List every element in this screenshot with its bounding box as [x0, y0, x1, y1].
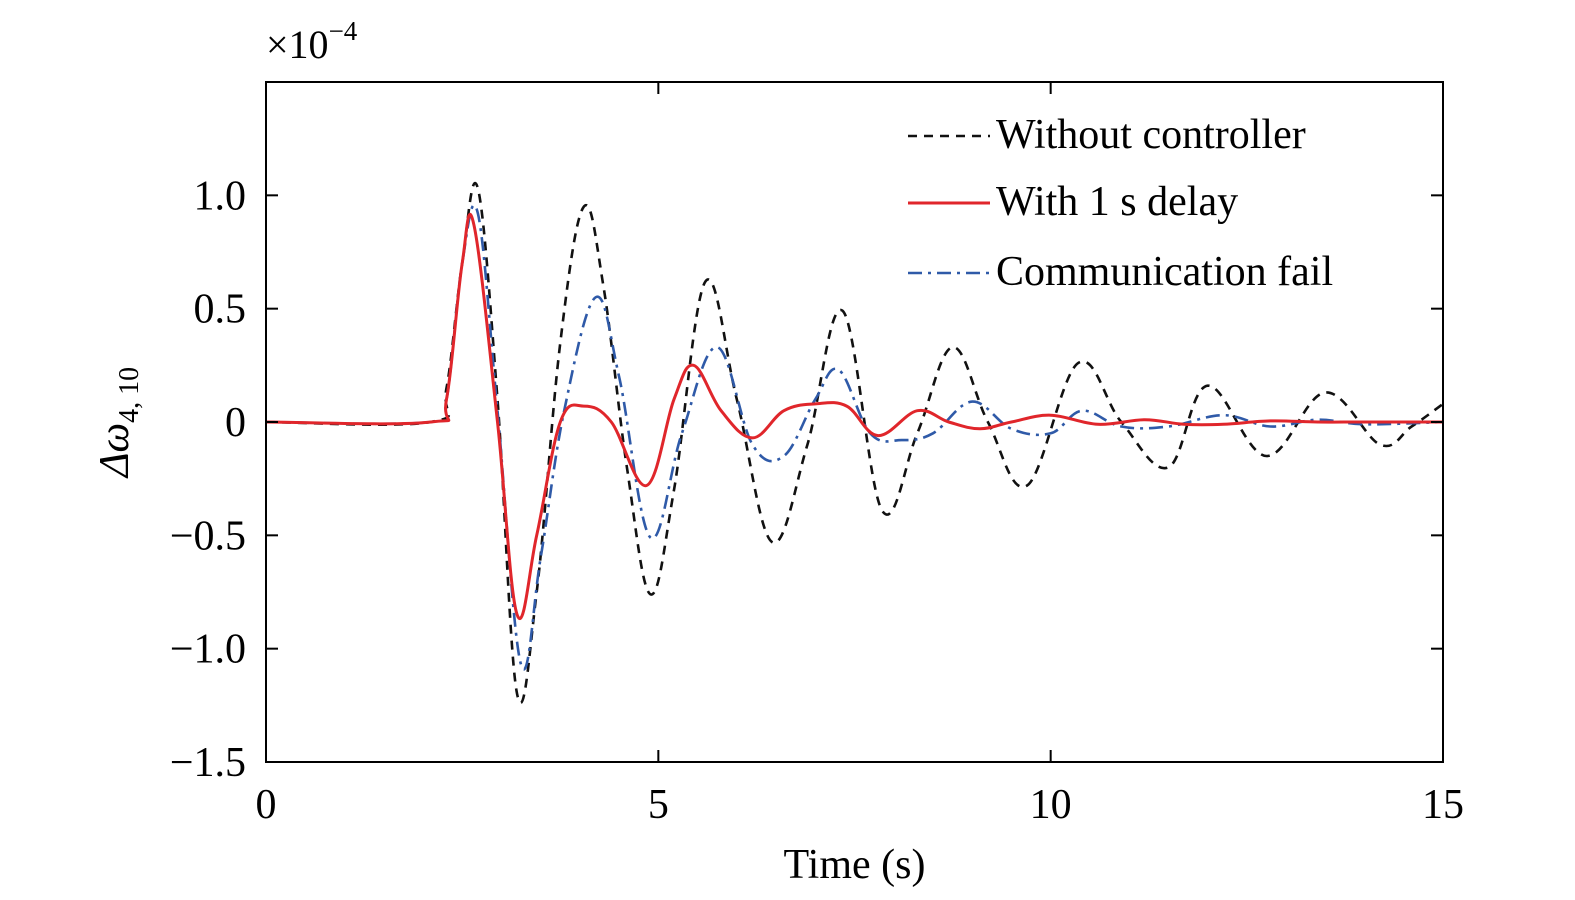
x-tick-label: 5 — [648, 782, 669, 828]
y-multiplier-label: ×10−4 — [266, 16, 358, 67]
y-tick-label: −1.0 — [170, 627, 246, 673]
axis-ticks: 0 5 10 15 −1.5 −1.0 −0.5 0 0.5 1.0 — [170, 82, 1464, 828]
y-multiplier-exponent: −4 — [329, 16, 358, 46]
y-tick-label: 0 — [225, 400, 246, 446]
x-tick-label: 15 — [1422, 782, 1464, 828]
series-line-communication-fail — [265, 204, 1444, 671]
x-axis-label: Time (s) — [784, 842, 926, 888]
series-line-with-1-s-delay — [265, 213, 1443, 620]
y-axis-label-subscript: 4, 10 — [114, 367, 145, 423]
legend-label: Without controller — [996, 112, 1306, 158]
y-axis-label: Δω4, 10 — [92, 367, 145, 479]
legend: Without controller With 1 s delay Communic… — [908, 112, 1333, 295]
y-tick-label: 0.5 — [194, 287, 247, 333]
legend-label: Communication fail — [996, 249, 1333, 295]
y-axis-label-base: Δω — [92, 423, 138, 479]
legend-label: With 1 s delay — [996, 179, 1238, 225]
y-multiplier-base: ×10 — [266, 22, 329, 67]
plot-curves — [265, 181, 1444, 704]
y-tick-label: −0.5 — [170, 513, 246, 559]
x-tick-label: 10 — [1030, 782, 1072, 828]
y-tick-label: 1.0 — [194, 173, 247, 219]
y-tick-label: −1.5 — [170, 740, 246, 786]
x-tick-label: 0 — [256, 782, 277, 828]
